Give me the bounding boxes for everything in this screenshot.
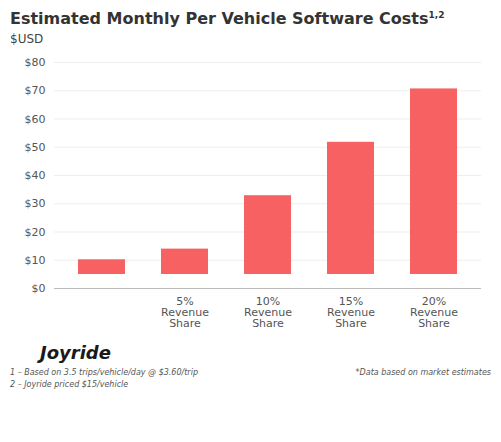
svg-text:5%RevenueShare: 5%RevenueShare: [161, 296, 209, 331]
html-text:2 – Joyride priced $15/vehicle: 2 – Joyride priced $15/vehicle: [10, 380, 129, 390]
svg-text:$0: $0: [32, 282, 46, 295]
html-text:*Data based on market estimate: *Data based on market estimates: [355, 368, 491, 378]
svg-text:$30: $30: [25, 198, 46, 211]
svg-text:10%RevenueShare: 10%RevenueShare: [244, 296, 292, 331]
svg-text:$50: $50: [25, 141, 46, 154]
svg-text:$60: $60: [25, 113, 46, 126]
svg-text:15%RevenueShare: 15%RevenueShare: [327, 296, 375, 331]
html-text:Joyride: Joyride: [40, 342, 111, 364]
html-text:1 – Based on 3.5 trips/vehicle: 1 – Based on 3.5 trips/vehicle/day @ $3.…: [10, 368, 198, 378]
svg-text:20%RevenueShare: 20%RevenueShare: [410, 296, 458, 331]
html-text:Estimated Monthly Per Vehicle: Estimated Monthly Per Vehicle Software C…: [10, 9, 445, 29]
svg-text:$10: $10: [25, 254, 46, 267]
svg-text:$40: $40: [25, 169, 46, 182]
html-text:$USD: $USD: [10, 32, 44, 47]
svg-text:$70: $70: [25, 85, 46, 98]
svg-text:$80: $80: [25, 56, 46, 69]
svg-text:$20: $20: [25, 226, 46, 239]
